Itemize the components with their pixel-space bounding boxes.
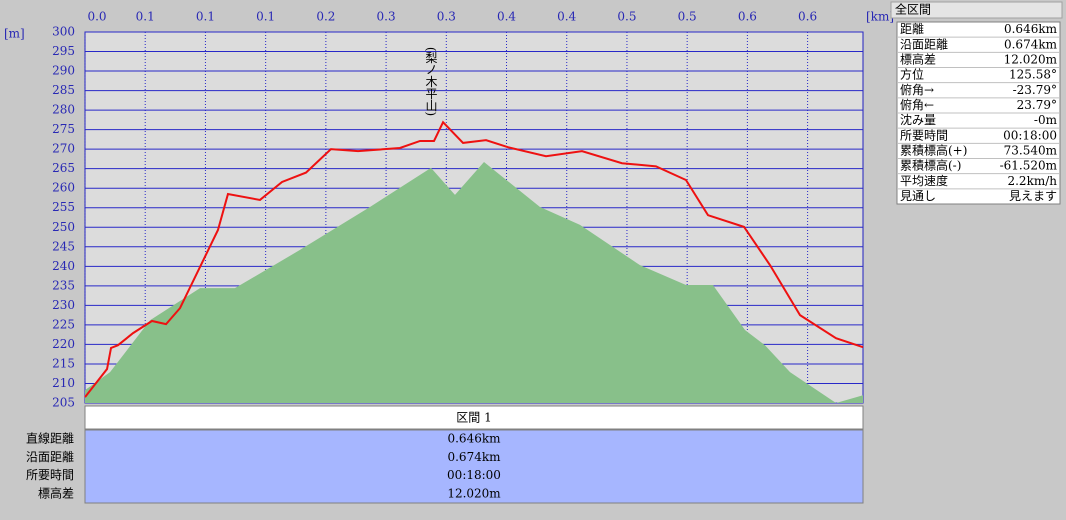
x-tick-label: 0.6 bbox=[738, 10, 757, 24]
y-tick-label: 290 bbox=[52, 64, 75, 78]
summary-value: 0.646km bbox=[1004, 22, 1058, 36]
summary-label: 俯角← bbox=[900, 97, 934, 112]
summary-value: -0m bbox=[1034, 113, 1058, 127]
summary-value: 12.020m bbox=[1004, 52, 1058, 66]
segment-values-box bbox=[84, 429, 864, 504]
summary-value: 125.58° bbox=[1009, 68, 1057, 82]
segment-label: 直線距離 bbox=[26, 431, 74, 446]
y-tick-label: 295 bbox=[52, 44, 75, 58]
line bbox=[84, 120, 864, 398]
summary-label: 沈み量 bbox=[900, 112, 936, 127]
y-tick-label: 215 bbox=[52, 356, 75, 370]
x-tick-label: 0.5 bbox=[617, 10, 636, 24]
y-tick-label: 265 bbox=[52, 161, 75, 175]
y-tick-label: 270 bbox=[52, 142, 75, 156]
y-tick-label: 235 bbox=[52, 278, 75, 292]
segment-label: 沿面距離 bbox=[26, 450, 74, 464]
summary-label: 標高差 bbox=[900, 51, 936, 66]
summary-label: 距離 bbox=[900, 22, 924, 36]
summary-value: 00:18:00 bbox=[1003, 128, 1057, 142]
segment-value: 0.674km bbox=[447, 450, 501, 464]
y-tick-label: 230 bbox=[52, 298, 75, 312]
x-tick-label: 0.1 bbox=[196, 10, 215, 24]
x-tick-label: 0.6 bbox=[798, 10, 817, 24]
summary-value: -23.79° bbox=[1013, 83, 1057, 97]
x-tick-label: 0.2 bbox=[316, 10, 335, 24]
x-tick-label: 0.3 bbox=[437, 10, 456, 24]
x-tick-label: 0.1 bbox=[136, 10, 155, 24]
segment-label: 所要時間 bbox=[26, 468, 74, 482]
x-tick-label: 0.0 bbox=[87, 10, 106, 24]
summary-value: 0.674km bbox=[1004, 37, 1058, 51]
x-tick-label: 0.1 bbox=[256, 10, 275, 24]
y-tick-label: 240 bbox=[52, 259, 75, 273]
y-tick-label: 225 bbox=[52, 317, 75, 331]
y-tick-label: 245 bbox=[52, 239, 75, 253]
segment-value: 00:18:00 bbox=[447, 468, 501, 482]
segment-value: 0.646km bbox=[447, 432, 501, 446]
x-tick-label: 0.4 bbox=[557, 10, 576, 24]
summary-label: 沿面距離 bbox=[900, 37, 948, 51]
summary-label: 方位 bbox=[900, 67, 924, 82]
y-tick-label: 300 bbox=[52, 25, 75, 39]
summary-label: 累積標高(-) bbox=[900, 158, 961, 173]
summary-header-box bbox=[890, 1, 1063, 19]
y-tick-label: 210 bbox=[52, 376, 75, 390]
summary-value: 見えます bbox=[1009, 189, 1057, 203]
y-tick-label: 280 bbox=[52, 103, 75, 117]
summary-label: 所要時間 bbox=[900, 128, 948, 142]
y-tick-label: 285 bbox=[52, 83, 75, 97]
x-tick-label: 0.3 bbox=[377, 10, 396, 24]
y-tick-label: 250 bbox=[52, 220, 75, 234]
y-tick-label: 220 bbox=[52, 337, 75, 351]
summary-label: 累積標高(+) bbox=[900, 142, 967, 157]
summary-value: 23.79° bbox=[1017, 98, 1057, 112]
y-tick-label: 205 bbox=[52, 396, 75, 410]
summary-title: 全区間 bbox=[895, 2, 931, 17]
y-unit: [m] bbox=[4, 27, 25, 41]
summary-value: 73.540m bbox=[1004, 143, 1058, 157]
x-tick-label: 0.4 bbox=[497, 10, 516, 24]
summary-label: 平均速度 bbox=[900, 173, 948, 188]
x-unit: [km] bbox=[866, 10, 894, 24]
summary-value: 2.2km/h bbox=[1007, 174, 1057, 188]
segment-header: 区間 1 bbox=[456, 411, 491, 425]
y-tick-label: 255 bbox=[52, 200, 75, 214]
area bbox=[85, 162, 863, 403]
y-tick-label: 260 bbox=[52, 181, 75, 195]
y-tick-label: 275 bbox=[52, 122, 75, 136]
segment-header-box bbox=[84, 405, 864, 430]
annotation: (梨ノ木平山) bbox=[424, 47, 438, 116]
summary-label: 見通し bbox=[900, 189, 936, 203]
summary-value: -61.520m bbox=[1000, 159, 1058, 173]
x-tick-label: 0.5 bbox=[678, 10, 697, 24]
segment-label: 標高差 bbox=[38, 485, 74, 500]
summary-label: 俯角→ bbox=[900, 82, 934, 97]
segment-value: 12.020m bbox=[447, 486, 501, 500]
